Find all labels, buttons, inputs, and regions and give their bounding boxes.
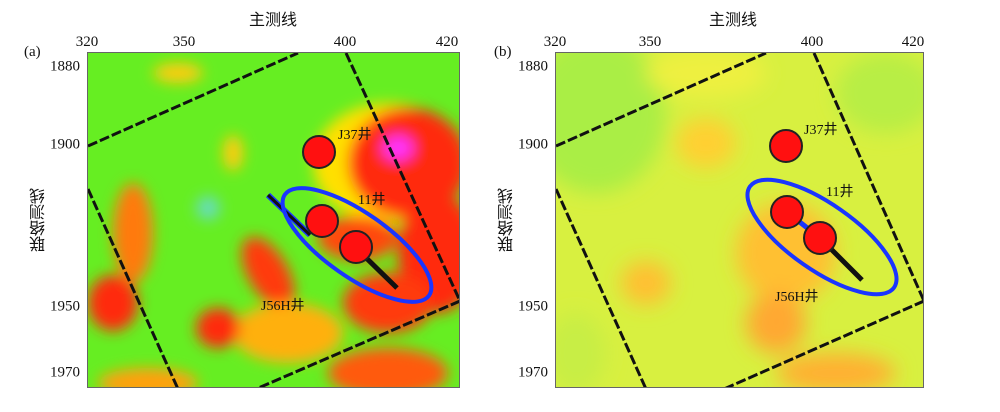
attribute-map bbox=[87, 52, 460, 388]
attribute-map bbox=[555, 52, 924, 388]
y-tick-label: 1900 bbox=[518, 136, 548, 153]
well-marker-j37 bbox=[302, 135, 336, 169]
x-tick-label: 420 bbox=[901, 34, 925, 50]
well-marker-j56h bbox=[339, 230, 373, 264]
well-marker-j37 bbox=[769, 129, 803, 163]
x-tick-label: 400 bbox=[800, 34, 824, 50]
y-tick-label: 1900 bbox=[50, 136, 80, 153]
well-label-11: 11井 bbox=[826, 185, 854, 200]
x-tick-label: 350 bbox=[172, 34, 196, 50]
y-tick-label: 1880 bbox=[50, 58, 80, 75]
panel-label: (a) bbox=[24, 44, 41, 60]
well-marker-11 bbox=[770, 195, 804, 229]
well-label-j37: J37井 bbox=[338, 128, 372, 143]
x-axis-title: 主测线 bbox=[708, 12, 758, 29]
x-axis-title: 主测线 bbox=[248, 12, 298, 29]
y-tick-label: 1950 bbox=[50, 298, 80, 315]
y-tick-label: 1950 bbox=[518, 298, 548, 315]
target-ellipse bbox=[745, 177, 899, 297]
x-tick-label: 420 bbox=[435, 34, 459, 50]
target-ellipse bbox=[280, 186, 434, 304]
well-label-11: 11井 bbox=[358, 193, 386, 208]
x-tick-label: 320 bbox=[75, 34, 99, 50]
well-label-j37: J37井 bbox=[804, 123, 838, 138]
well-label-j56h: J56H井 bbox=[775, 290, 819, 305]
x-tick-label: 400 bbox=[333, 34, 357, 50]
y-tick-label: 1970 bbox=[50, 364, 80, 381]
y-tick-label: 1970 bbox=[518, 364, 548, 381]
well-marker-j56h bbox=[803, 221, 837, 255]
panel-label: (b) bbox=[494, 44, 512, 60]
well-label-j56h: J56H井 bbox=[261, 299, 305, 314]
x-tick-label: 350 bbox=[638, 34, 662, 50]
well-marker-11 bbox=[305, 204, 339, 238]
y-tick-label: 1880 bbox=[518, 58, 548, 75]
x-tick-label: 320 bbox=[543, 34, 567, 50]
